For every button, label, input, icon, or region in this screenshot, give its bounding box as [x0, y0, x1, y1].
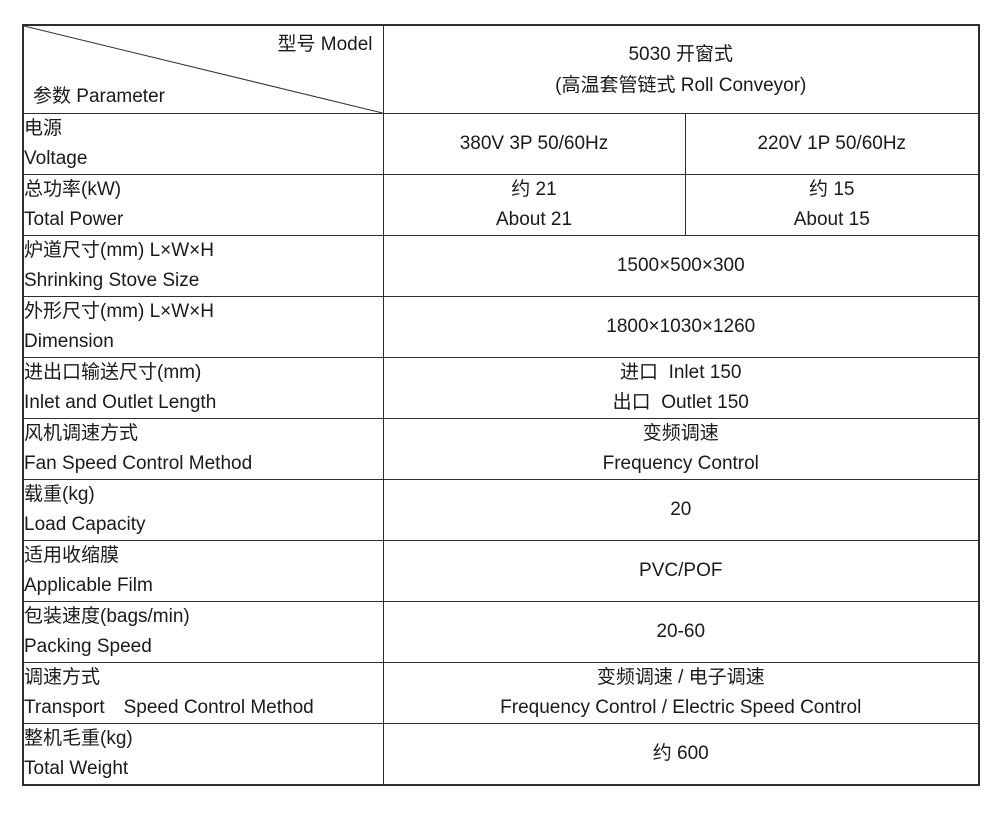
value-voltage-380: 380V 3P 50/60Hz: [382, 113, 686, 175]
label-fan-speed: 风机调速方式 Fan Speed Control Method: [22, 418, 384, 480]
value-voltage-220: 220V 1P 50/60Hz: [684, 113, 980, 175]
label-total-power-zh: 总功率(kW): [24, 179, 122, 200]
spec-table: 型号 Model 参数 Parameter 5030 开窗式 (高温套管链式 R…: [22, 24, 981, 786]
label-packing-speed-zh: 包装速度(bags/min): [24, 606, 190, 627]
label-applicable-film: 适用收缩膜 Applicable Film: [22, 540, 384, 602]
label-total-weight: 整机毛重(kg) Total Weight: [22, 723, 384, 786]
value-power-15: 约 15 About 15: [684, 174, 980, 236]
row-voltage: 电源 Voltage 380V 3P 50/60Hz 220V 1P 50/60…: [22, 113, 980, 175]
row-total-power: 总功率(kW) Total Power 约 21 About 21 约 15 A…: [22, 174, 980, 236]
label-packing-speed-en: Packing Speed: [24, 636, 152, 657]
label-total-weight-en: Total Weight: [24, 758, 129, 779]
row-applicable-film: 适用收缩膜 Applicable Film PVC/POF: [22, 540, 980, 602]
value-dimension: 1800×1030×1260: [382, 296, 980, 358]
label-packing-speed: 包装速度(bags/min) Packing Speed: [22, 601, 384, 663]
label-dimension-zh: 外形尺寸(mm) L×W×H: [24, 301, 215, 322]
value-fan-speed: 变频调速 Frequency Control: [382, 418, 980, 480]
row-packing-speed: 包装速度(bags/min) Packing Speed 20-60: [22, 601, 980, 663]
model-name-cell: 5030 开窗式 (高温套管链式 Roll Conveyor): [382, 24, 980, 114]
row-fan-speed: 风机调速方式 Fan Speed Control Method 变频调速 Fre…: [22, 418, 980, 480]
label-dimension-en: Dimension: [24, 331, 114, 352]
value-packing-speed: 20-60: [382, 601, 980, 663]
value-inlet-outlet: 进口 Inlet 150 出口 Outlet 150: [382, 357, 980, 419]
value-load-capacity: 20: [382, 479, 980, 541]
row-total-weight: 整机毛重(kg) Total Weight 约 600: [22, 723, 980, 786]
label-total-power-en: Total Power: [24, 209, 124, 230]
parameter-header-label: 参数 Parameter: [33, 86, 165, 107]
value-applicable-film: PVC/POF: [382, 540, 980, 602]
label-applicable-film-zh: 适用收缩膜: [24, 545, 120, 566]
value-stove-size: 1500×500×300: [382, 235, 980, 297]
label-transport-speed: 调速方式 Transport Speed Control Method: [22, 662, 384, 724]
label-total-weight-zh: 整机毛重(kg): [24, 728, 133, 749]
label-transport-speed-en: Transport Speed Control Method: [24, 697, 314, 718]
label-stove-size-zh: 炉道尺寸(mm) L×W×H: [24, 240, 215, 261]
row-dimension: 外形尺寸(mm) L×W×H Dimension 1800×1030×1260: [22, 296, 980, 358]
label-load-capacity-en: Load Capacity: [24, 514, 146, 535]
label-load-capacity: 载重(kg) Load Capacity: [22, 479, 384, 541]
label-inlet-outlet: 进出口输送尺寸(mm) Inlet and Outlet Length: [22, 357, 384, 419]
label-applicable-film-en: Applicable Film: [24, 575, 153, 596]
row-stove-size: 炉道尺寸(mm) L×W×H Shrinking Stove Size 1500…: [22, 235, 980, 297]
label-dimension: 外形尺寸(mm) L×W×H Dimension: [22, 296, 384, 358]
label-voltage-zh: 电源: [24, 118, 63, 139]
row-load-capacity: 载重(kg) Load Capacity 20: [22, 479, 980, 541]
label-fan-speed-zh: 风机调速方式: [24, 423, 139, 444]
label-total-power: 总功率(kW) Total Power: [22, 174, 384, 236]
label-voltage-en: Voltage: [24, 148, 88, 169]
label-stove-size-en: Shrinking Stove Size: [24, 270, 200, 291]
header-row: 型号 Model 参数 Parameter 5030 开窗式 (高温套管链式 R…: [22, 24, 980, 114]
label-fan-speed-en: Fan Speed Control Method: [24, 453, 253, 474]
row-inlet-outlet: 进出口输送尺寸(mm) Inlet and Outlet Length 进口 I…: [22, 357, 980, 419]
label-inlet-outlet-zh: 进出口输送尺寸(mm): [24, 362, 202, 383]
model-name-line2: (高温套管链式 Roll Conveyor): [555, 74, 807, 96]
label-load-capacity-zh: 载重(kg): [24, 484, 95, 505]
spec-sheet: 型号 Model 参数 Parameter 5030 开窗式 (高温套管链式 R…: [22, 24, 981, 786]
header-diagonal-cell: 型号 Model 参数 Parameter: [22, 24, 384, 114]
label-voltage: 电源 Voltage: [22, 113, 384, 175]
model-header-label: 型号 Model: [277, 34, 373, 55]
label-stove-size: 炉道尺寸(mm) L×W×H Shrinking Stove Size: [22, 235, 384, 297]
label-inlet-outlet-en: Inlet and Outlet Length: [24, 392, 217, 413]
value-total-weight: 约 600: [382, 723, 980, 786]
label-transport-speed-zh: 调速方式: [24, 667, 101, 688]
value-transport-speed: 变频调速 / 电子调速 Frequency Control / Electric…: [382, 662, 980, 724]
model-name-line1: 5030 开窗式: [628, 43, 734, 65]
diagonal-line: [24, 26, 383, 113]
value-power-21: 约 21 About 21: [382, 174, 686, 236]
row-transport-speed: 调速方式 Transport Speed Control Method 变频调速…: [22, 662, 980, 724]
